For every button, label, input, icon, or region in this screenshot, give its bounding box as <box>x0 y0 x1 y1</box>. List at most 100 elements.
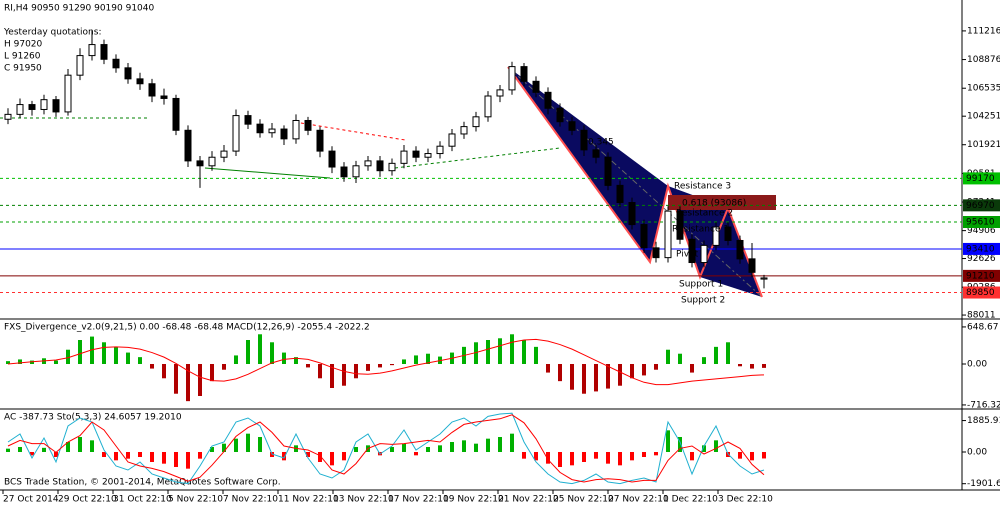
y-tick-label: 92626 <box>967 254 996 264</box>
histogram-bar <box>282 352 286 364</box>
candle-body <box>736 239 744 260</box>
candle-body <box>760 277 768 280</box>
candle-body <box>100 44 108 60</box>
candle-body <box>16 104 24 115</box>
fib-box <box>668 195 776 210</box>
histogram-bar <box>714 346 718 364</box>
pattern-wedge <box>700 208 762 297</box>
y-tick-label: 1885.91 <box>967 416 1000 426</box>
y-tick-label: 104251 <box>967 112 1000 122</box>
histogram-bar <box>66 349 70 364</box>
candle-body <box>568 121 576 131</box>
histogram-bar <box>102 342 106 364</box>
histogram-bar <box>486 340 490 364</box>
time-label: 27 Nov 22:10 <box>608 495 669 505</box>
histogram-bar <box>318 364 322 379</box>
histogram-bar <box>630 364 634 379</box>
histogram-bar <box>6 361 10 364</box>
quote-high: H 97020 <box>4 40 43 50</box>
annotation: 0.345 <box>588 138 614 148</box>
histogram-bar <box>198 452 202 459</box>
candle-body <box>352 165 360 178</box>
candle-body <box>676 210 684 240</box>
level-label: 96970 <box>966 201 995 211</box>
histogram-bar <box>738 452 742 459</box>
candle-body <box>160 95 168 99</box>
histogram-bar <box>762 452 766 459</box>
candle-body <box>268 128 276 134</box>
histogram-bar <box>330 452 334 466</box>
candle-body <box>136 78 144 85</box>
histogram-bar <box>54 360 58 364</box>
candle-body <box>340 166 348 178</box>
histogram-bar <box>522 340 526 364</box>
quote-close: C 91950 <box>4 64 42 74</box>
candle-body <box>328 150 336 168</box>
candle-body <box>4 113 12 120</box>
candle-body <box>172 97 180 131</box>
time-label: 13 Nov 22:10 <box>333 495 394 505</box>
pattern-path <box>507 66 763 298</box>
y-tick-label: 106535 <box>967 84 1000 94</box>
annotation: Resistance 2 <box>676 209 733 219</box>
histogram-bar <box>678 353 682 364</box>
quote-low: L 91260 <box>4 52 41 62</box>
histogram-bar <box>150 452 154 462</box>
histogram-bar <box>570 452 574 466</box>
histogram-bar <box>174 364 178 394</box>
y-tick-label: -1901.65 <box>967 479 1000 489</box>
candle-body <box>628 202 636 226</box>
candle-body <box>232 115 240 152</box>
indicator-line <box>7 338 765 386</box>
histogram-bar <box>246 340 250 364</box>
quote-title: Yesterday quotations: <box>3 28 101 38</box>
histogram-bar <box>654 364 658 370</box>
histogram-bar <box>426 447 430 452</box>
y-tick-label: 94906 <box>967 226 996 236</box>
candle-body <box>52 99 60 113</box>
time-label: 27 Oct 2014 <box>3 495 59 505</box>
y-tick-label: 101921 <box>967 140 1000 150</box>
histogram-bar <box>534 452 538 461</box>
level-label: 93410 <box>966 244 995 254</box>
symbol-line: RI,H4 90950 91290 90190 91040 <box>4 4 155 14</box>
histogram-bar <box>126 352 130 364</box>
histogram-bar <box>282 452 286 461</box>
y-tick-label: 111216 <box>967 26 1000 36</box>
histogram-bar <box>414 452 418 456</box>
pattern-overlay <box>0 0 1000 491</box>
candle-body <box>424 153 432 158</box>
histogram-bar <box>510 334 514 364</box>
candle-body <box>472 116 480 128</box>
histogram-bar <box>594 452 598 459</box>
histogram-bar <box>6 448 10 452</box>
time-label: 3 Dec 22:10 <box>718 495 773 505</box>
histogram-bar <box>102 452 106 457</box>
histogram-bar <box>30 452 34 456</box>
level-label: 95610 <box>966 218 995 228</box>
candle-body <box>364 160 372 167</box>
candle-body <box>700 244 708 264</box>
histogram-bar <box>462 440 466 452</box>
candle-body <box>604 156 612 186</box>
candle-body <box>64 74 72 113</box>
pane-title: AC -387.73 Sto(5,3,3) 24.6057 19.2010 <box>4 413 182 423</box>
y-tick-label: 108876 <box>967 55 1000 65</box>
indicator-line <box>7 412 765 485</box>
histogram-bar <box>642 452 646 457</box>
level-label: 91210 <box>966 271 995 281</box>
histogram-bar <box>78 437 82 452</box>
time-label: 1 Dec 22:10 <box>663 495 718 505</box>
histogram-bar <box>150 364 154 369</box>
histogram-bar <box>246 433 250 452</box>
histogram-bar <box>138 357 142 364</box>
histogram-bar <box>546 364 550 373</box>
candle-body <box>196 160 204 167</box>
histogram-bar <box>174 452 178 467</box>
histogram-bar <box>258 437 262 452</box>
annotation: Support 1 <box>679 280 723 290</box>
time-label: 21 Nov 22:10 <box>498 495 559 505</box>
candle-body <box>76 55 84 76</box>
candle-body <box>616 184 624 204</box>
candle-body <box>220 150 228 158</box>
